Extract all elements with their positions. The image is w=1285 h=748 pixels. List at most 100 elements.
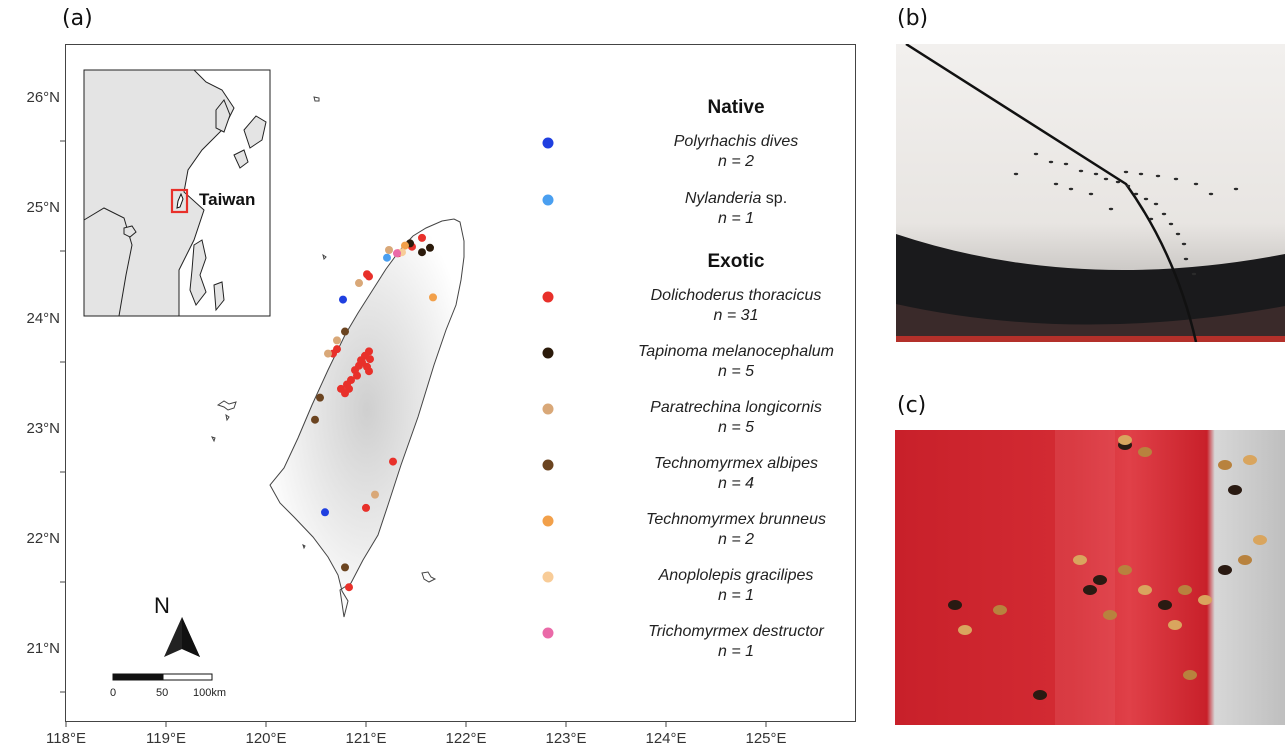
- legend-dot: [542, 291, 554, 303]
- ant-mark: [1138, 172, 1144, 176]
- ant-mark: [948, 600, 962, 610]
- legend-dot: [542, 515, 554, 527]
- scale-bar: [112, 673, 213, 681]
- ant-mark: [1218, 460, 1232, 470]
- lon-tick-121: 121°E: [345, 730, 387, 747]
- legend-dot: [542, 571, 554, 583]
- ant-mark: [1083, 585, 1097, 595]
- lon-tick-125: 125°E: [745, 730, 787, 747]
- ant-mark: [1181, 242, 1187, 246]
- occurrence-point: [365, 272, 373, 281]
- ant-mark: [1103, 177, 1109, 181]
- ant-mark: [1243, 455, 1257, 465]
- photo-ants-on-car: [896, 44, 1285, 342]
- lat-tick-21: 21°N: [26, 640, 60, 657]
- ant-mark: [1175, 232, 1181, 236]
- legend-species-name: Technomyrmex albipes: [654, 455, 818, 472]
- inset-taiwan-box: [170, 188, 189, 214]
- inset-philippines: [189, 239, 225, 312]
- ant-mark: [1198, 595, 1212, 605]
- occurrence-point: [401, 241, 409, 250]
- legend-species-name: Trichomyrmex destructor: [648, 623, 824, 640]
- legend-sample-count: n = 4: [717, 475, 755, 492]
- ant-mark: [1078, 169, 1084, 173]
- lon-tick-122: 122°E: [445, 730, 487, 747]
- occurrence-point: [418, 233, 426, 242]
- lon-tick-118: 118°E: [46, 730, 86, 747]
- inset-taiwan-label: Taiwan: [199, 190, 256, 209]
- ant-mark: [1123, 170, 1129, 174]
- ant-mark: [1253, 535, 1267, 545]
- ant-mark: [1013, 172, 1019, 176]
- ant-mark: [1115, 180, 1121, 184]
- occurrence-point: [316, 393, 324, 402]
- ant-mark: [1118, 435, 1132, 445]
- occurrence-point: [426, 243, 434, 252]
- ant-mark: [1208, 192, 1214, 196]
- panel-label-c: (c): [897, 393, 927, 418]
- legend-sample-count: n = 1: [717, 210, 755, 227]
- north-arrow-icon: [164, 617, 200, 657]
- ant-mark: [1093, 172, 1099, 176]
- ant-mark: [1233, 187, 1239, 191]
- penghu-islands: [211, 400, 237, 443]
- ant-mark: [1063, 162, 1069, 166]
- ant-mark: [1143, 197, 1149, 201]
- legend-sample-count: n = 2: [717, 153, 755, 170]
- legend-species-name: Tapinoma melanocephalum: [638, 343, 834, 360]
- occurrence-point: [353, 371, 361, 380]
- lat-tick-26: 26°N: [26, 89, 60, 106]
- ant-mark: [1125, 184, 1131, 188]
- lon-tick-124: 124°E: [645, 730, 687, 747]
- ant-mark: [1103, 610, 1117, 620]
- ant-mark: [1178, 585, 1192, 595]
- occurrence-point: [389, 457, 397, 466]
- legend-dot: [542, 137, 554, 149]
- legend-species-name: Dolichoderus thoracicus: [650, 287, 822, 304]
- legend-species-name: Anoplolepis gracilipes: [658, 567, 814, 584]
- legend-dot: [542, 627, 554, 639]
- occurrence-point: [311, 415, 319, 424]
- ant-mark: [1138, 585, 1152, 595]
- photo-c-drawing: [948, 430, 1267, 725]
- legend-species-name: Polyrhachis dives: [673, 133, 799, 150]
- occurrence-point: [339, 295, 347, 304]
- legend-sample-count: n = 31: [713, 307, 759, 324]
- occurrence-point: [324, 349, 332, 358]
- occurrence-point: [429, 293, 437, 302]
- occurrence-point: [357, 356, 365, 365]
- legend-dot: [542, 459, 554, 471]
- lon-tick-119: 119°E: [146, 730, 186, 747]
- occurrence-point: [345, 583, 353, 592]
- occurrence-point: [321, 508, 329, 517]
- ant-mark: [1155, 174, 1161, 178]
- scale-label-0: 0: [110, 687, 117, 699]
- ant-mark: [1068, 187, 1074, 191]
- ant-mark: [993, 605, 1007, 615]
- ant-dots: [1013, 152, 1239, 276]
- legend-species-name: Nylanderia sp.: [684, 190, 788, 207]
- ant-mark: [1161, 212, 1167, 216]
- panel-label-a: (a): [62, 6, 93, 31]
- taiwan-map: [83, 69, 554, 681]
- photo-ants-on-red-surface: [895, 430, 1285, 725]
- ant-mark: [1158, 600, 1172, 610]
- ant-mark: [1088, 192, 1094, 196]
- ant-mark: [1093, 575, 1107, 585]
- scale-label-100km: 100km: [193, 687, 227, 699]
- occurrence-point: [362, 503, 370, 512]
- lon-tick-120: 120°E: [245, 730, 287, 747]
- ant-mark: [1193, 182, 1199, 186]
- legend-sample-count: n = 5: [717, 419, 755, 436]
- lat-tick-23: 23°N: [26, 420, 60, 437]
- legend-species-name: Technomyrmex brunneus: [646, 511, 826, 528]
- occurrence-point: [365, 367, 373, 376]
- taiwan-island: [269, 218, 465, 618]
- legend-heading-exotic: Exotic: [707, 251, 765, 272]
- legend-sample-count: n = 1: [717, 643, 755, 660]
- occurrence-point: [341, 327, 349, 336]
- inset-korea-japan: [215, 99, 267, 169]
- legend-sample-count: n = 5: [717, 363, 755, 380]
- inset-hainan: [123, 225, 137, 238]
- ant-mark: [1183, 257, 1189, 261]
